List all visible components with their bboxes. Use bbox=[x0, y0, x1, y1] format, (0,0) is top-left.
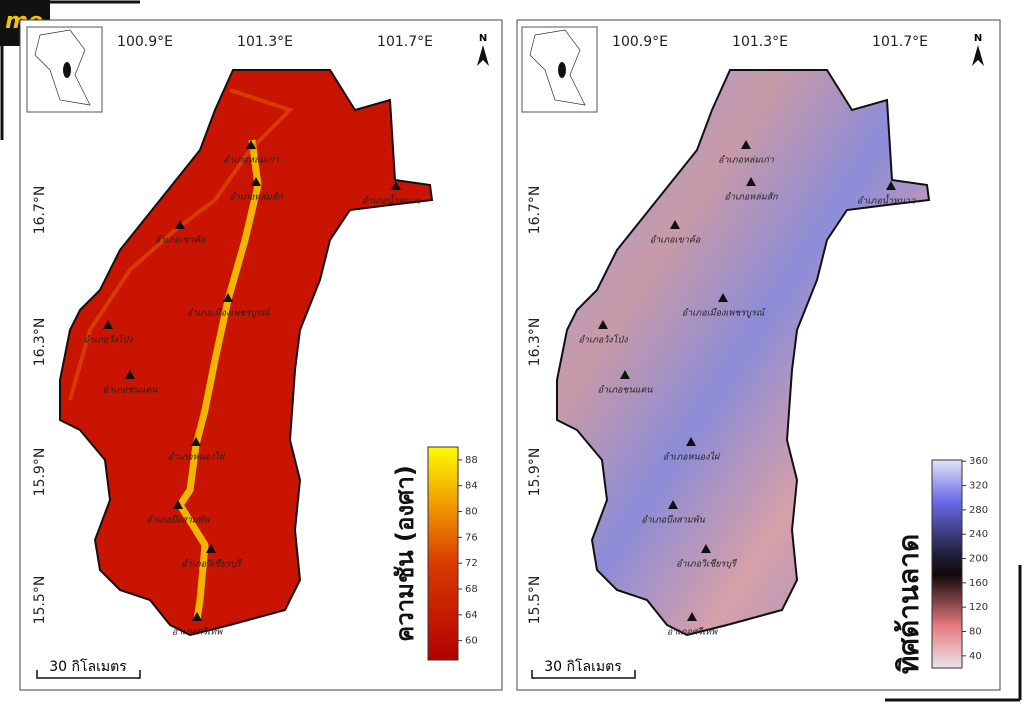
lon-label: 101.7°E bbox=[377, 34, 433, 50]
legend-title: ทิศด้านลาด bbox=[892, 534, 925, 674]
north-arrow bbox=[972, 45, 984, 66]
district-marker bbox=[686, 437, 696, 446]
district-label: อำเภอหล่มสัก bbox=[229, 192, 283, 203]
north-label: N bbox=[974, 33, 982, 44]
district-label: อำเภอชนแดน bbox=[103, 385, 159, 396]
lat-label: 15.5°N bbox=[32, 576, 48, 625]
legend-tick-label: 80 bbox=[969, 627, 982, 638]
district-marker bbox=[701, 544, 711, 553]
inset-province bbox=[558, 62, 566, 78]
inset-outline bbox=[34, 29, 91, 106]
district-label: อำเภอหล่มเก่า bbox=[223, 155, 280, 166]
legend-tick-label: 200 bbox=[969, 554, 988, 565]
district-label: อำเภอหล่มสัก bbox=[724, 192, 778, 203]
district-marker bbox=[246, 140, 256, 149]
district-marker bbox=[670, 220, 680, 229]
north-arrow bbox=[477, 45, 489, 66]
lat-label: 16.7°N bbox=[32, 186, 48, 235]
colorbar bbox=[931, 459, 963, 669]
lat-label: 15.9°N bbox=[527, 448, 543, 497]
scale-bar bbox=[36, 670, 141, 679]
district-marker bbox=[598, 320, 608, 329]
legend-title: ความชัน (องศา) bbox=[391, 465, 419, 642]
district-label: อำเภอเมืองเพชรบูรณ์ bbox=[187, 308, 272, 319]
district-marker bbox=[223, 293, 233, 302]
district-marker bbox=[391, 181, 401, 190]
legend-tick-label: 160 bbox=[969, 578, 988, 589]
district-label: อำเภอชนแดน bbox=[598, 385, 654, 396]
district-label: อำเภอเมืองเพชรบูรณ์ bbox=[682, 308, 767, 319]
district-label: อำเภอเขาค้อ bbox=[650, 235, 701, 246]
district-label: อำเภอวิเชียรบุรี bbox=[181, 559, 243, 570]
district-label: อำเภอบึงสามพัน bbox=[146, 515, 210, 526]
lon-label: 101.7°E bbox=[872, 34, 928, 50]
lon-label: 100.9°E bbox=[612, 34, 668, 50]
district-label: อำเภอบึงสามพัน bbox=[641, 515, 705, 526]
inset-outline bbox=[529, 29, 586, 106]
inset-province bbox=[63, 62, 71, 78]
district-marker bbox=[191, 437, 201, 446]
legend-tick-label: 60 bbox=[465, 636, 478, 647]
lat-label: 16.3°N bbox=[527, 318, 543, 367]
lat-label: 16.3°N bbox=[32, 318, 48, 367]
lon-label: 101.3°E bbox=[237, 34, 293, 50]
district-marker bbox=[173, 500, 183, 509]
legend-tick-label: 280 bbox=[969, 505, 988, 516]
district-marker bbox=[746, 177, 756, 186]
legend-tick-label: 240 bbox=[969, 529, 988, 540]
district-label: อำเภอหนองไผ่ bbox=[663, 451, 722, 463]
district-marker bbox=[103, 320, 113, 329]
scale-bar bbox=[531, 670, 636, 679]
legend-tick-label: 320 bbox=[969, 481, 988, 492]
district-label: อำเภอน้ำหนาว bbox=[362, 194, 421, 207]
district-marker bbox=[741, 140, 751, 149]
lat-label: 16.7°N bbox=[527, 186, 543, 235]
district-label: อำเภอศรีเทพ bbox=[667, 627, 718, 638]
lat-label: 15.5°N bbox=[527, 576, 543, 625]
district-label: อำเภอหล่มเก่า bbox=[718, 155, 775, 166]
district-marker bbox=[718, 293, 728, 302]
district-marker bbox=[687, 612, 697, 621]
district-marker bbox=[251, 177, 261, 186]
district-label: อำเภอวังโป่ง bbox=[578, 334, 628, 346]
district-marker bbox=[886, 181, 896, 190]
legend-tick-label: 40 bbox=[969, 651, 982, 662]
legend-tick-label: 80 bbox=[465, 507, 478, 518]
lon-label: 100.9°E bbox=[117, 34, 173, 50]
scale-label: 30 กิโลเมตร bbox=[544, 658, 622, 675]
district-marker bbox=[192, 612, 202, 621]
valley bbox=[176, 139, 262, 621]
district-label: อำเภอวังโป่ง bbox=[83, 334, 133, 346]
legend-tick-label: 72 bbox=[465, 558, 478, 569]
district-label: อำเภอหนองไผ่ bbox=[168, 451, 227, 463]
legend-tick-label: 360 bbox=[969, 456, 988, 467]
district-marker bbox=[175, 220, 185, 229]
district-marker bbox=[668, 500, 678, 509]
district-marker bbox=[206, 544, 216, 553]
district-label: อำเภอวิเชียรบุรี bbox=[676, 559, 738, 570]
district-label: อำเภอน้ำหนาว bbox=[857, 194, 916, 207]
district-marker bbox=[620, 370, 630, 379]
legend-tick-label: 84 bbox=[465, 481, 478, 492]
lon-label: 101.3°E bbox=[732, 34, 788, 50]
district-marker bbox=[125, 370, 135, 379]
district-label: อำเภอศรีเทพ bbox=[172, 627, 223, 638]
legend-tick-label: 88 bbox=[465, 455, 478, 466]
legend-tick-label: 76 bbox=[465, 532, 478, 543]
scale-label: 30 กิโลเมตร bbox=[49, 658, 127, 675]
lat-label: 15.9°N bbox=[32, 448, 48, 497]
legend-tick-label: 120 bbox=[969, 602, 988, 613]
district-label: อำเภอเขาค้อ bbox=[155, 235, 206, 246]
legend-tick-label: 68 bbox=[465, 584, 478, 595]
legend-tick-label: 64 bbox=[465, 610, 478, 621]
north-label: N bbox=[479, 33, 487, 44]
colorbar bbox=[427, 446, 459, 661]
